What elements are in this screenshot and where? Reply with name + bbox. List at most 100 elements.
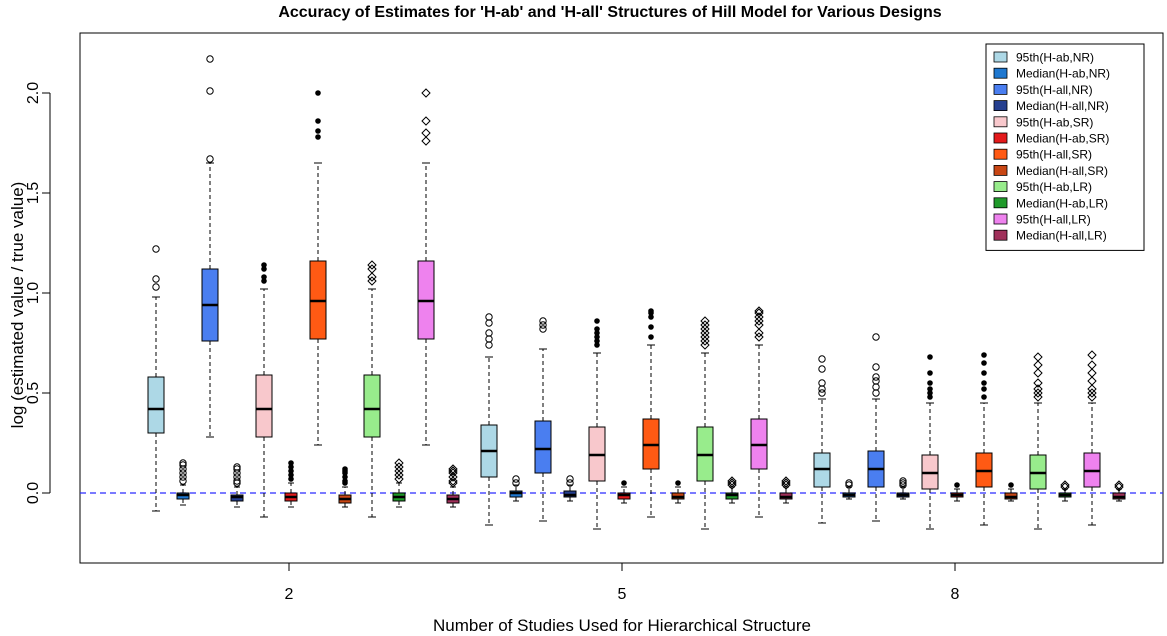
box-2-6	[309, 90, 327, 446]
box-8-1	[842, 479, 856, 500]
legend-swatch	[993, 181, 1008, 193]
outlier-point	[1033, 360, 1043, 370]
outlier-point	[700, 340, 710, 350]
box-2-9	[392, 458, 406, 508]
outlier-point	[261, 262, 267, 268]
outlier-point	[1033, 392, 1043, 402]
legend-swatch	[993, 213, 1008, 225]
outlier-point	[1033, 352, 1043, 362]
outlier-point	[872, 383, 880, 391]
outlier-point	[754, 306, 764, 316]
outlier-point	[448, 464, 458, 474]
outlier-point	[1087, 388, 1097, 398]
legend-label: 95th(H-ab,SR)	[1016, 115, 1093, 129]
box-8-2	[867, 333, 885, 522]
y-axis: 0.0 0.5 1.0 1.5 2.0	[25, 82, 51, 504]
outlier-point	[315, 128, 321, 134]
outlier-point	[700, 336, 710, 346]
outlier-point	[818, 365, 826, 373]
outlier-point	[727, 476, 737, 486]
legend: 95th(H-ab,NR) Median(H-ab,NR) 95th(H-all,N…	[985, 43, 1145, 251]
outlier-point	[700, 316, 710, 326]
outlier-point	[539, 317, 547, 325]
outlier-point	[448, 476, 458, 486]
outlier-point	[288, 464, 294, 470]
outlier-point	[872, 333, 880, 341]
outlier-point	[233, 477, 241, 485]
box-2-0	[147, 245, 165, 512]
y-tick-label: 1.0	[25, 282, 42, 304]
outlier-point	[1008, 482, 1014, 488]
outlier-point	[512, 475, 520, 483]
outlier-point	[648, 334, 654, 340]
box-2-3	[230, 463, 244, 508]
outlier-point	[621, 480, 627, 486]
x-tick-label: 5	[618, 586, 627, 603]
outlier-point	[261, 274, 267, 280]
outlier-point	[675, 480, 681, 486]
outlier-point	[899, 477, 907, 485]
box-body	[255, 374, 273, 438]
legend-label: Median(H-ab,LR)	[1016, 196, 1108, 210]
box-8-6	[975, 352, 993, 526]
legend-swatch	[993, 229, 1008, 241]
outlier-point	[206, 87, 214, 95]
outlier-point	[754, 320, 764, 330]
outlier-point	[845, 479, 853, 487]
outlier-point	[648, 308, 654, 314]
outlier-point	[1087, 368, 1097, 378]
box-8-5	[950, 482, 964, 502]
outlier-point	[754, 332, 764, 342]
outlier-point	[233, 463, 241, 471]
box-8-11	[1112, 480, 1126, 502]
legend-swatch	[993, 116, 1008, 128]
outlier-point	[315, 118, 321, 124]
outlier-point	[206, 155, 214, 163]
legend-label: Median(H-all,SR)	[1016, 164, 1108, 178]
outlier-point	[594, 330, 600, 336]
outlier-point	[288, 476, 294, 482]
x-tick-label: 2	[285, 586, 294, 603]
outlier-point	[845, 481, 853, 489]
legend-swatch	[993, 164, 1008, 176]
legend-label: Median(H-all,LR)	[1016, 229, 1107, 243]
outlier-point	[152, 283, 160, 291]
box-5-10	[750, 306, 768, 518]
box-5-2	[534, 317, 552, 522]
box-2-4	[255, 262, 273, 518]
outlier-point	[539, 321, 547, 329]
outlier-point	[152, 245, 160, 253]
outlier-point	[754, 312, 764, 322]
outlier-point	[899, 479, 907, 487]
outlier-point	[1033, 378, 1043, 388]
box-5-11	[779, 476, 793, 504]
outlier-point	[261, 278, 267, 284]
outlier-point	[1114, 480, 1124, 490]
box-5-8	[696, 316, 714, 530]
outlier-point	[1087, 350, 1097, 360]
box-body	[363, 374, 381, 438]
outlier-point	[927, 386, 933, 392]
outlier-point	[700, 328, 710, 338]
box-5-0	[480, 313, 498, 526]
outlier-point	[594, 318, 600, 324]
outlier-point	[981, 394, 987, 400]
box-body	[147, 376, 165, 434]
outlier-point	[700, 332, 710, 342]
outlier-point	[394, 470, 404, 480]
outlier-point	[981, 380, 987, 386]
legend-swatch	[993, 84, 1008, 95]
outlier-point	[394, 462, 404, 472]
outlier-point	[179, 473, 187, 481]
outlier-point	[367, 272, 377, 282]
outlier-point	[594, 338, 600, 344]
outlier-point	[179, 477, 187, 485]
outlier-point	[594, 334, 600, 340]
outlier-point	[421, 128, 431, 138]
outlier-point	[342, 478, 348, 484]
outlier-point	[152, 275, 160, 283]
outlier-point	[421, 88, 431, 98]
box-2-10	[417, 88, 435, 446]
outlier-point	[648, 314, 654, 320]
box-5-1	[509, 475, 523, 502]
